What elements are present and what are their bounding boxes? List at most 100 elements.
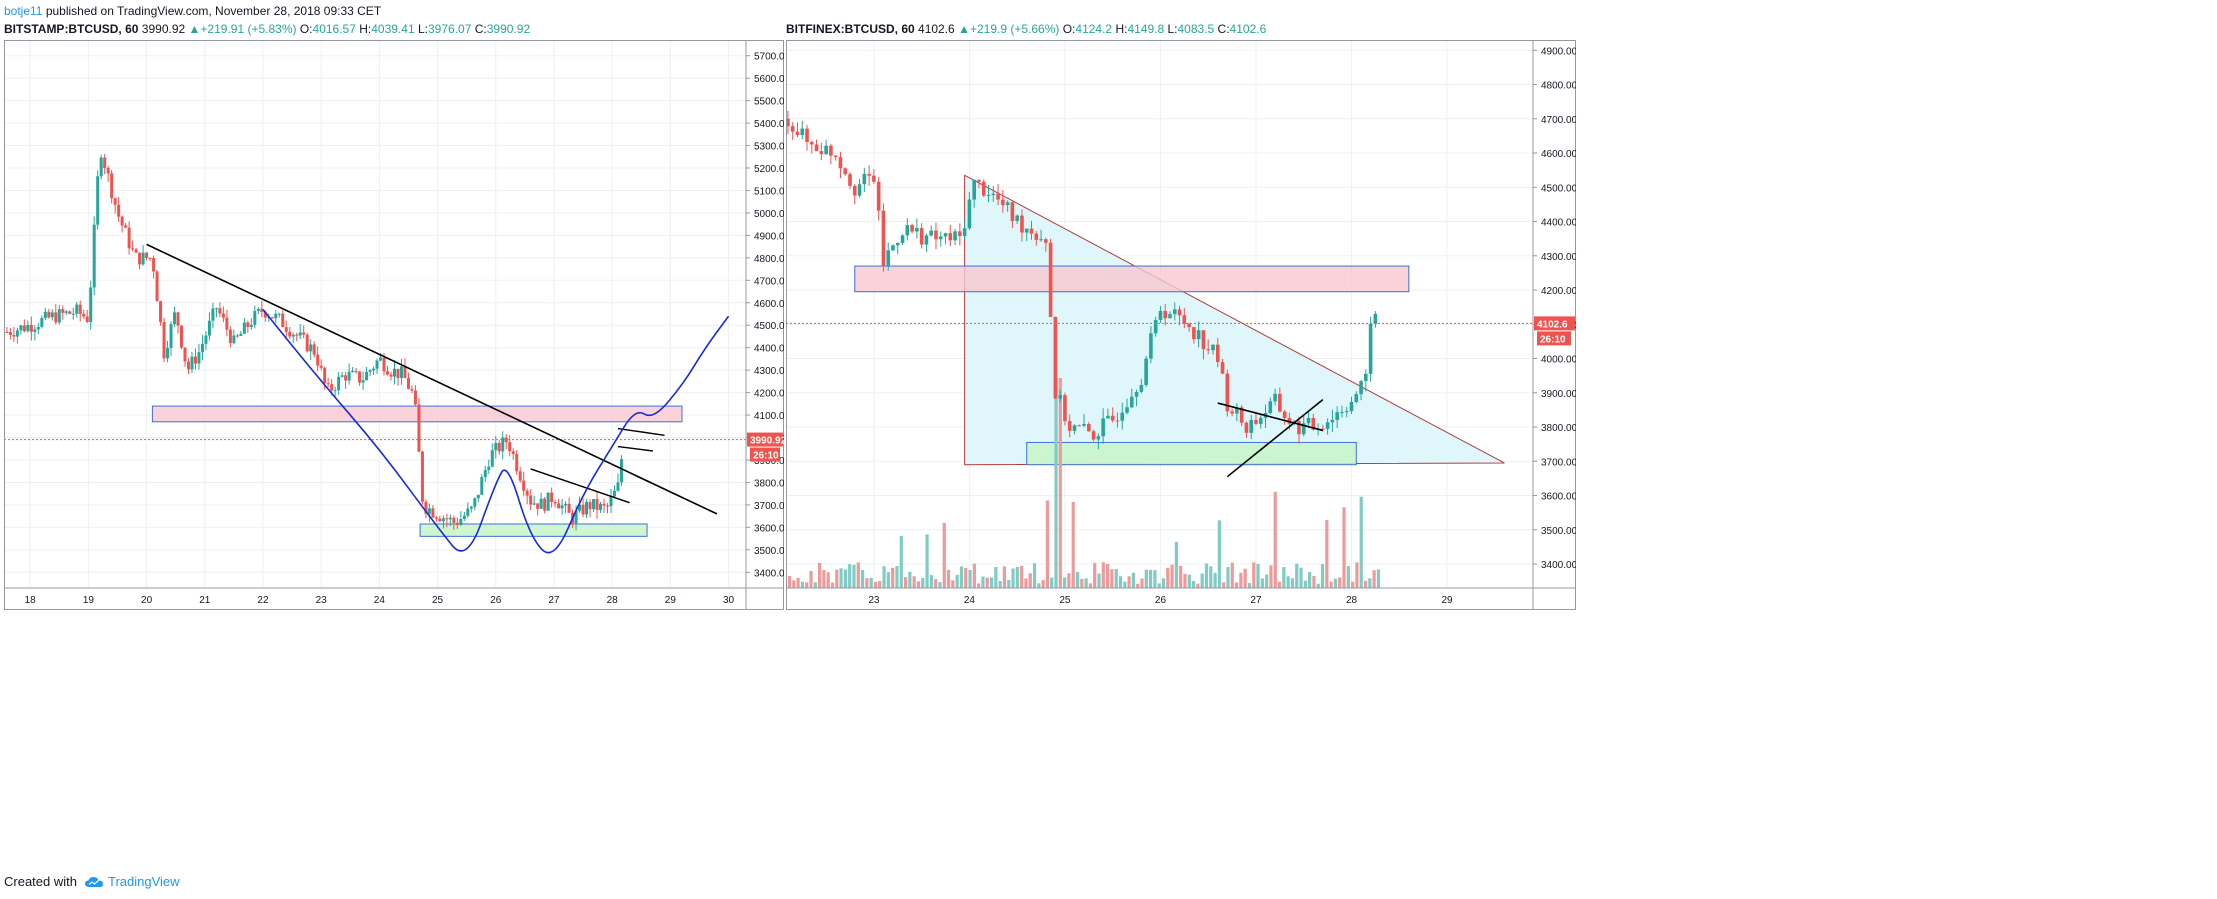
candle-body [438,518,442,522]
y-tick-label: 4200.00 [1541,286,1576,297]
candle-body [448,517,452,520]
up-triangle-icon: ▲ [958,22,970,36]
candle-body [476,494,480,499]
candle-body [131,248,135,250]
volume-bar [938,582,942,588]
volume-bar [1106,563,1110,588]
left-close-label: C: [474,22,487,36]
volume-bar [796,577,800,588]
x-tick-label: 27 [548,595,560,606]
candle-body [78,304,82,314]
volume-bar [1032,563,1037,588]
tradingview-link[interactable]: TradingView [84,874,180,889]
volume-bar [968,569,972,588]
candle-body [462,515,466,519]
volume-bar [809,571,813,588]
x-tick-label: 22 [257,595,269,606]
volume-bar [1252,562,1256,588]
candle-body [89,287,93,322]
right-change: +219.9 (+5.66%) [969,22,1060,36]
candle-body [557,503,561,509]
right-last: 4102.6 [918,22,955,36]
candle-body [427,508,431,514]
volume-bar [1148,569,1153,588]
candle-body [1330,419,1335,423]
candle-body [1077,425,1082,427]
candle-body [211,308,215,321]
y-tick-label: 4900.00 [1541,46,1576,57]
candle-body [599,503,603,510]
candle-body [848,174,852,186]
candle-body [1340,411,1344,413]
volume-bar [1187,574,1191,588]
volume-bar [813,582,817,588]
candle-body [905,225,910,236]
candle-body [420,451,424,502]
right-close: 4102.6 [1229,22,1267,36]
candle-body [312,344,316,355]
volume-bar [1355,562,1359,588]
candle-body [239,333,243,336]
y-tick-label: 4700.00 [1541,115,1576,126]
price-tag-label: 4102.6 [1537,319,1568,330]
volume-bar [959,566,964,588]
author-name[interactable]: botje11 [4,4,43,18]
volume-bar [1191,580,1196,588]
volume-bar [891,567,895,588]
volume-bar [1239,572,1243,588]
candle-body [609,496,613,507]
candle-body [511,451,515,455]
volume-bar [908,571,912,588]
volume-bar [964,567,968,588]
x-tick-label: 23 [316,595,328,606]
y-tick-label: 3500.00 [754,546,784,557]
x-tick-label: 25 [432,595,444,606]
candle-body [546,492,550,511]
candle-body [152,258,156,272]
candle-body [403,366,407,379]
volume-bar [1123,581,1127,588]
publish-info: published on TradingView.com, November 2… [45,4,382,18]
volume-bar [1342,507,1346,588]
left-close: 3990.92 [486,22,531,36]
candle-body [75,304,79,314]
candle-body [1120,412,1125,421]
candle-body [480,477,484,495]
volume-bar [818,563,822,588]
candle-body [1087,423,1091,432]
x-tick-label: 23 [868,595,880,606]
candle-body [8,332,12,335]
volume-bar [1329,581,1333,588]
candle-body [857,184,862,196]
candle-body [501,437,505,452]
candle-body [228,329,232,344]
left-chart[interactable]: 5700.00 5600.00 5500.00 5400.00 5300.00 5200.… [4,40,784,610]
candle-body [347,371,351,381]
candle-body [375,360,379,369]
candle-body [1139,385,1144,392]
right-chart[interactable]: 4900.00 4800.00 4700.00 4600.00 4500.00 4400.… [786,40,1576,610]
candle-body [176,312,180,326]
price-tag-label: 3990.92 [750,436,784,447]
candle-body [560,505,564,509]
volume-bar [1243,568,1247,588]
volume-bar [916,581,921,588]
x-tick-label: 28 [1346,595,1358,606]
y-tick-label: 3400.00 [1541,560,1576,571]
candle-body [895,242,900,246]
volume-bar [1247,582,1252,588]
candle-body [354,371,358,373]
candle-body [246,322,250,327]
candle-body [919,228,924,245]
candle-body [483,469,487,478]
left-change: +219.91 (+5.83%) [200,22,297,36]
volume-bar [1376,569,1381,588]
candle-body [330,384,334,391]
chart-frame [786,40,1576,610]
candle-body [1192,327,1196,340]
candle-body [410,388,414,391]
chart-frame [4,40,784,610]
candle-body [819,151,824,155]
candle-body [382,357,386,372]
candle-body [1297,421,1301,435]
